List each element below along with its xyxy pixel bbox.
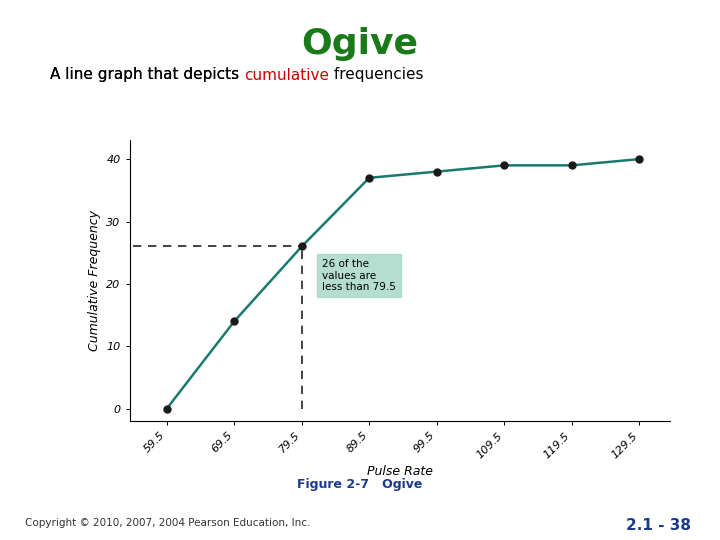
Y-axis label: Cumulative Frequency: Cumulative Frequency: [88, 210, 101, 352]
Text: frequencies: frequencies: [329, 68, 424, 83]
Text: Figure 2-7   Ogive: Figure 2-7 Ogive: [297, 478, 423, 491]
Text: Copyright © 2010, 2007, 2004 Pearson Education, Inc.: Copyright © 2010, 2007, 2004 Pearson Edu…: [25, 518, 310, 529]
X-axis label: Pulse Rate: Pulse Rate: [366, 465, 433, 478]
Text: Ogive: Ogive: [302, 27, 418, 61]
Text: 2.1 - 38: 2.1 - 38: [626, 518, 691, 534]
Text: cumulative: cumulative: [244, 68, 329, 83]
Text: A line graph that depicts: A line graph that depicts: [50, 68, 244, 83]
Text: A line graph that depicts: A line graph that depicts: [50, 68, 244, 83]
Text: 26 of the
values are
less than 79.5: 26 of the values are less than 79.5: [322, 259, 396, 292]
